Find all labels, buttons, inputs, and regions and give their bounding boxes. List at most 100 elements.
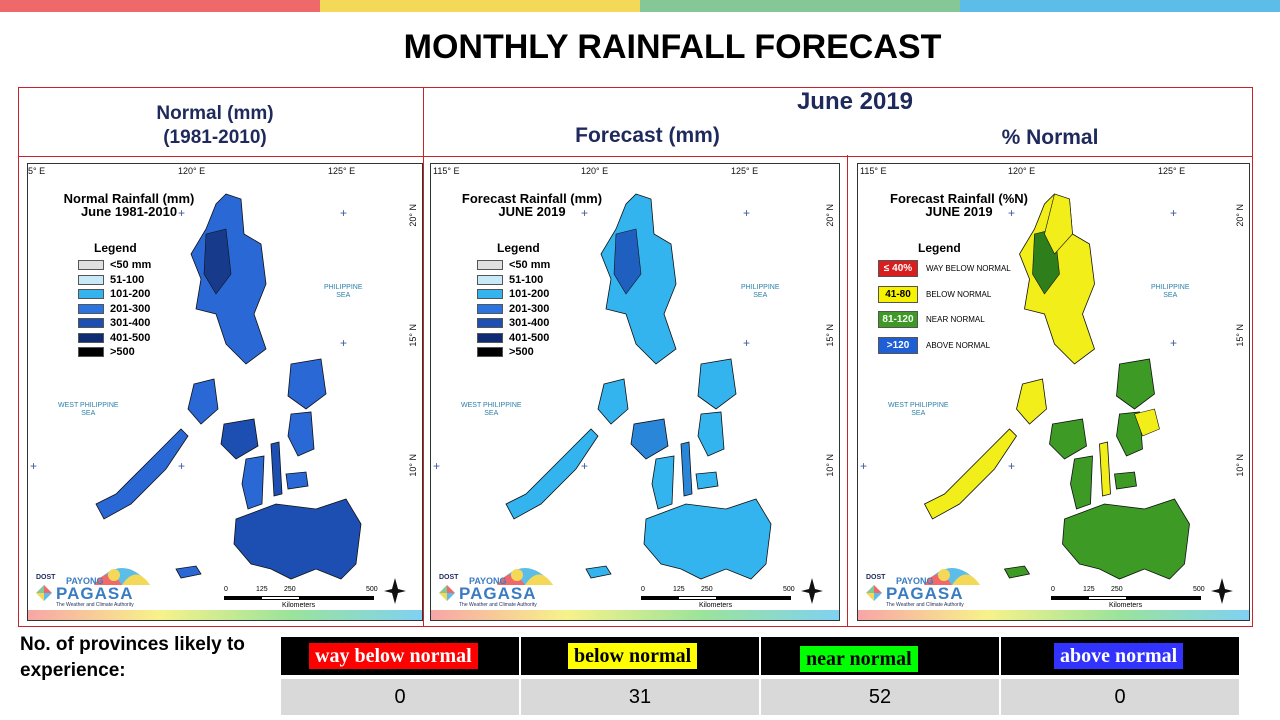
color-bar-segment [640, 0, 960, 12]
legend-item: 51-100 [477, 274, 543, 286]
map-panel: 115° E 120° E 125° E 20° N 15° N 10° N + + + + + PH… [857, 163, 1250, 621]
legend-swatch [477, 274, 503, 285]
scale-tick-label: 125 [256, 586, 268, 593]
map-panel: 5° E 120° E 125° E 20° N 15° N 10° N + + + + + PHIL… [27, 163, 423, 621]
mindoro-landmass [1016, 378, 1047, 425]
cebu-landmass [680, 441, 693, 497]
category-label: way below normal [309, 643, 478, 669]
legend-label: 51-100 [110, 273, 145, 286]
pinwheel-icon [866, 585, 882, 601]
legend-title: Legend [918, 241, 961, 255]
scale-tick-label: 125 [1083, 586, 1095, 593]
legend-swatch: >120 [878, 336, 918, 354]
sea-label-line: PHILIPPINE [741, 284, 780, 291]
pct-normal-header: % Normal [1001, 126, 1099, 149]
scale-tick-label: 0 [1051, 586, 1055, 593]
legend-label: 51-100 [509, 273, 544, 286]
logo-dost: DOST [866, 574, 886, 581]
forecast-header: Forecast (mm) [575, 124, 720, 147]
logo-payong: PAYONG [66, 576, 104, 586]
mindanao-landmass [643, 498, 772, 580]
legend-item: ≤ 40% WAY BELOW NORMAL [878, 260, 1011, 277]
legend-swatch: 81-120 [878, 311, 918, 328]
pagasa-logo: DOST PAYONG PAGASA The Weather and Clima… [32, 559, 162, 614]
negros-landmass [1070, 455, 1093, 510]
legend-item: >500 [477, 346, 534, 358]
sea-label-line: SEA [336, 292, 351, 299]
month-header: June 2019 [796, 88, 914, 115]
maps-frame [18, 155, 1253, 627]
scale-bar-line [1051, 596, 1201, 600]
map-title-line2: June 1981-2010 [80, 204, 178, 219]
legend-item: <50 mm [477, 259, 550, 271]
color-bar-segment [0, 0, 320, 12]
latitude-label: 15° N [408, 324, 418, 347]
cebu-landmass [1099, 441, 1111, 497]
luzon-landmass [190, 193, 267, 365]
samar-landmass [697, 358, 737, 410]
category-count: 31 [521, 679, 759, 715]
philippine-sea-label: PHILIPPINE SEA [324, 284, 363, 300]
category-count: 0 [1001, 679, 1239, 715]
samar-landmass [287, 358, 327, 410]
umbrella-icon [94, 568, 150, 585]
grid-marker: + [581, 459, 589, 473]
umbrella-icon [924, 568, 980, 585]
sulu-landmass [1003, 565, 1031, 579]
longitude-label: 115° E [860, 166, 887, 176]
longitude-label: 120° E [581, 166, 609, 176]
normal-header-line1: Normal (mm) [156, 103, 274, 124]
pinwheel-icon [439, 585, 455, 601]
legend-item: 41-80 BELOW NORMAL [878, 285, 991, 303]
latitude-label: 15° N [1235, 324, 1245, 347]
scale-bar: 0 125 250 500 Kilometers [224, 584, 378, 614]
scale-tick-label: 0 [641, 586, 645, 593]
legend-title: Legend [94, 241, 137, 255]
map-title-line1: Forecast Rainfall (%N) [890, 191, 1028, 206]
mindanao-landmass [233, 498, 362, 580]
scale-tick-label: 250 [1111, 586, 1123, 593]
sulu-landmass [175, 565, 202, 579]
sea-label-line: SEA [753, 292, 768, 299]
scale-bar: 0 125 250 500 Kilometers [1051, 584, 1205, 614]
longitude-label: 120° E [1008, 166, 1036, 176]
accent-region [613, 228, 642, 295]
logo-payong: PAYONG [896, 576, 934, 586]
color-bar-segment [320, 0, 640, 12]
logo-dost: DOST [36, 574, 56, 581]
category-label: below normal [568, 643, 698, 669]
legend-swatch [477, 260, 503, 270]
accent-region [203, 228, 232, 295]
philippines-map [505, 193, 772, 580]
luzon-landmass [600, 193, 677, 365]
legend-swatch [477, 303, 503, 314]
legend-swatch [78, 260, 104, 270]
philippine-sea-label: PHILIPPINE SEA [1151, 284, 1190, 300]
map-title: Normal Rainfall (mm) June 1981-2010 [34, 192, 224, 218]
legend-swatch [477, 332, 503, 343]
map-title-line1: Forecast Rainfall (mm) [461, 191, 603, 206]
west-philippine-sea-label: WEST PHILIPPINE SEA [888, 402, 949, 418]
logo-name: PAGASA [886, 584, 964, 603]
legend-item: <50 mm [78, 259, 151, 271]
philippines-map [923, 193, 1190, 580]
mindoro-landmass [187, 378, 219, 425]
longitude-label: 125° E [1158, 166, 1186, 176]
header-divider [423, 87, 424, 627]
legend-swatch [78, 347, 104, 357]
legend-label: 101-200 [509, 288, 550, 300]
normal-header-line2: (1981-2010) [163, 127, 267, 148]
legend-label: 301-400 [110, 317, 151, 329]
legend-label: 201-300 [509, 302, 550, 315]
scale-tick-label: 500 [783, 586, 795, 593]
sea-label-line: SEA [81, 410, 96, 417]
palawan-landmass [505, 428, 599, 520]
grid-marker: + [1170, 336, 1178, 350]
legend-item: 301-400 [78, 317, 150, 329]
philippine-sea-label: PHILIPPINE SEA [741, 284, 780, 300]
logo-payong: PAYONG [469, 576, 507, 586]
scale-tick-label: 250 [284, 586, 296, 593]
grid-marker: + [340, 206, 348, 220]
legend-label: 401-500 [509, 331, 550, 344]
legend-label: <50 mm [509, 259, 551, 271]
